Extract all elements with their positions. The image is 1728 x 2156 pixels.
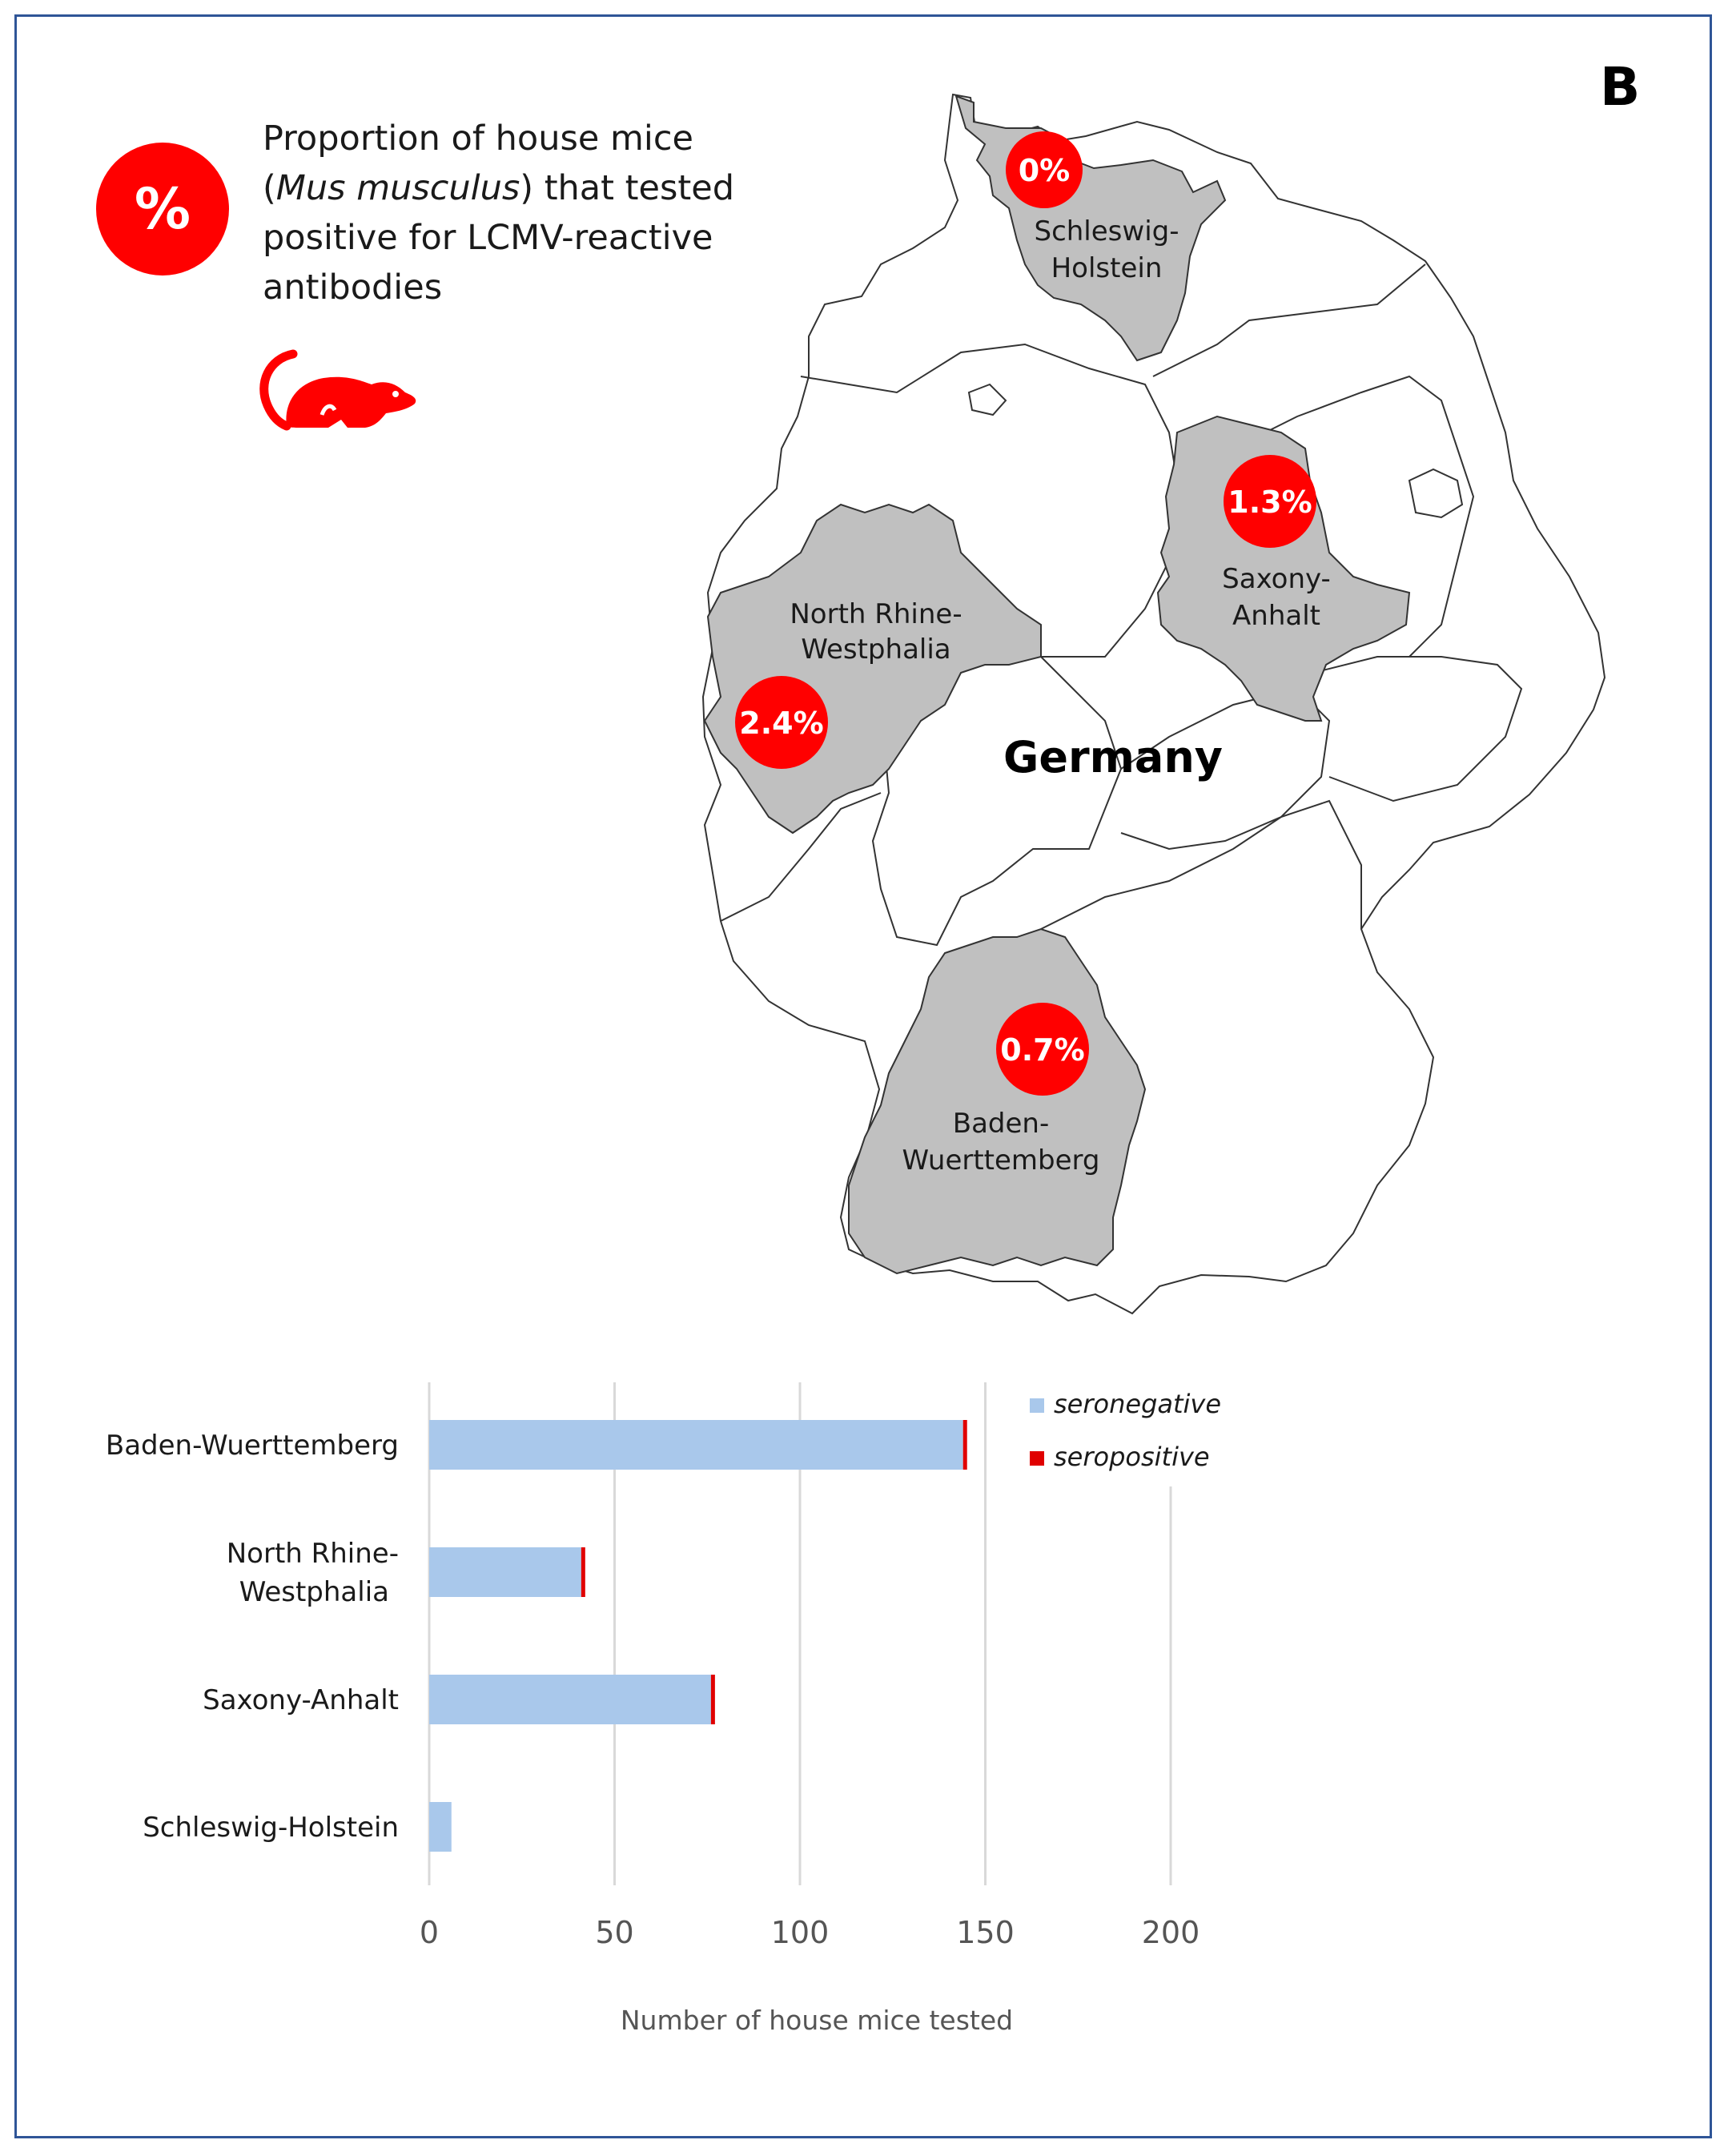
- region-name-line1: Baden-: [953, 1108, 1049, 1140]
- legend-line-4: antibodies: [263, 267, 443, 308]
- bar-seropositive-2: [710, 1675, 715, 1724]
- percent-label: 0.7%: [1000, 1032, 1084, 1068]
- percent-label: 0%: [1019, 153, 1071, 188]
- legend-description: Proportion of house mice (Mus musculus) …: [263, 114, 775, 312]
- legend-line-2: (Mus musculus) that tested: [263, 168, 735, 208]
- germany-outline: [701, 93, 1606, 1315]
- state-border-thuringia: [1120, 687, 1331, 851]
- mouse-icon: [259, 349, 416, 431]
- percent-label: 1.3%: [1228, 485, 1312, 520]
- state-border-saxony: [1312, 656, 1523, 802]
- category-label: Schleswig-Holstein: [143, 1812, 399, 1844]
- category-label: Saxony-Anhalt: [203, 1684, 399, 1716]
- species-name: Mus musculus: [275, 168, 520, 208]
- tick-label-0: 0: [420, 1915, 439, 1950]
- marker-schleswig-holstein: 0% Schleswig- Holstein: [1006, 131, 1179, 284]
- marker-north-rhine-westphalia: North Rhine- Westphalia 2.4%: [735, 598, 962, 769]
- legend-label-seronegative: seronegative: [1054, 1389, 1221, 1419]
- category-labels: Baden-Wuerttemberg North Rhine- Westphalia…: [106, 1430, 399, 1844]
- state-border-rhineland: [720, 792, 882, 922]
- percent-label: 2.4%: [739, 706, 823, 741]
- legend-line-1: Proportion of house mice: [263, 119, 693, 159]
- panel-letter: B: [1600, 56, 1641, 118]
- bar-seronegative-3: [429, 1802, 452, 1852]
- bremen-outline: [967, 383, 1007, 416]
- state-border-bavaria: [1040, 799, 1362, 930]
- bar-seropositive-1: [581, 1547, 585, 1597]
- category-label: Baden-Wuerttemberg: [106, 1430, 399, 1462]
- category-label: North Rhine-: [227, 1538, 399, 1570]
- category-label: Westphalia: [239, 1576, 389, 1608]
- tick-labels: 0 50 100 150 200: [420, 1915, 1200, 1950]
- region-name-line2: Anhalt: [1232, 600, 1320, 632]
- x-axis-title: Number of house mice tested: [621, 2005, 1013, 2036]
- grid-lines: [428, 1382, 1172, 1885]
- legend-label-seropositive: seropositive: [1054, 1442, 1210, 1472]
- tick-label-50: 50: [595, 1915, 633, 1950]
- tick-label-200: 200: [1142, 1915, 1200, 1950]
- bar-seronegative-1: [429, 1547, 581, 1597]
- state-border-mecklenburg: [1152, 263, 1426, 377]
- percent-legend-icon: %: [96, 143, 229, 276]
- marker-baden-wuerttemberg: 0.7% Baden- Wuerttemberg: [902, 1003, 1100, 1177]
- germany-map: 0% Schleswig- Holstein 1.3% Saxony- Anha…: [701, 93, 1606, 1315]
- region-name-line2: Holstein: [1051, 252, 1163, 284]
- bar-seronegative-0: [429, 1420, 963, 1470]
- chart-legend: seronegative seropositive: [1030, 1389, 1221, 1472]
- bars: [429, 1420, 967, 1852]
- figure-frame: [14, 14, 1712, 2138]
- tick-label-150: 150: [956, 1915, 1015, 1950]
- berlin-outline: [1408, 468, 1464, 519]
- legend-swatch-seronegative: [1030, 1398, 1044, 1413]
- legend-line-3: positive for LCMV-reactive: [263, 218, 713, 258]
- bar-seronegative-2: [429, 1675, 711, 1724]
- country-label: Germany: [1003, 732, 1223, 782]
- tick-label-100: 100: [771, 1915, 830, 1950]
- region-name-line1: Schleswig-: [1034, 215, 1179, 247]
- marker-saxony-anhalt: 1.3% Saxony- Anhalt: [1222, 455, 1331, 632]
- region-name-line2: Westphalia: [801, 634, 950, 666]
- region-name-line1: Saxony-: [1222, 563, 1331, 595]
- state-border-brandenburg: [1232, 375, 1475, 658]
- region-name-line2: Wuerttemberg: [902, 1144, 1099, 1177]
- state-border-lower-saxony: [800, 343, 1179, 658]
- legend-swatch-seropositive: [1030, 1451, 1044, 1466]
- region-name-line1: North Rhine-: [790, 598, 962, 630]
- bar-seropositive-0: [962, 1420, 967, 1470]
